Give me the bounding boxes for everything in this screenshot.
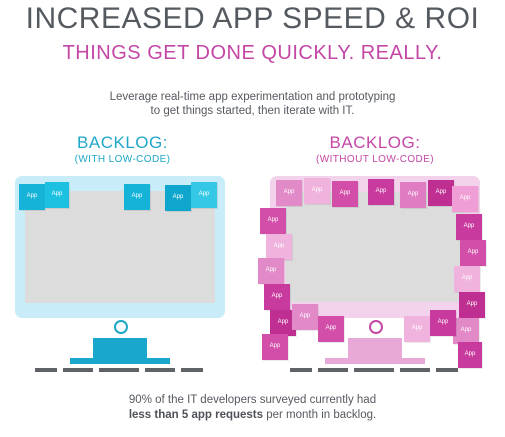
right-monitor-base (325, 358, 425, 364)
sticky-note: App (19, 184, 45, 210)
sticky-note: App (368, 179, 394, 205)
left-key (35, 368, 57, 372)
right-monitor-stand (348, 338, 402, 358)
sticky-note: App (292, 304, 318, 330)
sticky-note: App (428, 180, 454, 206)
intro-line-2: to get things started, then iterate with… (150, 105, 355, 117)
footer-line-2: less than 5 app requests per month in ba… (40, 408, 465, 423)
left-monitor-chin (15, 306, 225, 318)
sticky-note: App (165, 185, 191, 211)
right-backlog-label: BACKLOG: (329, 133, 421, 152)
left-backlog-label: BACKLOG: (77, 133, 168, 152)
right-key (354, 368, 394, 372)
sticky-note: App (456, 214, 482, 240)
sticky-note: App (262, 334, 288, 360)
intro-text: Leverage real-time app experimentation a… (60, 90, 445, 118)
left-monitor-stand (93, 338, 147, 358)
sticky-note: App (460, 240, 486, 266)
left-backlog-sublabel: (WITH LOW-CODE) (74, 154, 171, 165)
sticky-note: App (400, 182, 426, 208)
right-monitor: App App App App App App App App App App … (258, 176, 486, 376)
sticky-note: App (304, 178, 330, 204)
sticky-note: App (458, 342, 482, 368)
left-monitor: App App App App App (15, 176, 225, 376)
left-monitor-base (70, 358, 170, 364)
sticky-note: App (270, 310, 296, 336)
sticky-note: App (404, 316, 430, 342)
right-key (436, 368, 458, 372)
sticky-note: App (452, 186, 478, 212)
sticky-note: App (264, 284, 290, 310)
sticky-note: App (124, 184, 150, 210)
sticky-note: App (258, 258, 284, 284)
sticky-note: App (318, 316, 344, 342)
sticky-note: App (266, 234, 292, 260)
page-title: INCREASED APP SPEED & ROI (25, 2, 480, 35)
right-backlog-sublabel: (WITHOUT LOW-CODE) (316, 154, 434, 165)
sticky-note: App (276, 180, 302, 206)
right-key (290, 368, 312, 372)
sticky-note: App (191, 182, 217, 208)
sticky-note: App (45, 182, 69, 208)
footer-line-2-rest: per month in backlog. (263, 409, 377, 421)
sticky-note: App (459, 292, 485, 318)
sticky-note: App (332, 181, 358, 207)
sticky-note: App (430, 310, 456, 336)
footer-bold-text: less than 5 app requests (128, 409, 264, 421)
right-monitor-screen (286, 192, 464, 302)
intro-line-1: Leverage real-time app experimentation a… (109, 91, 396, 103)
sticky-note: App (260, 208, 286, 234)
left-key (63, 368, 93, 372)
right-key (318, 368, 348, 372)
page-subtitle: THINGS GET DONE QUICKLY. REALLY. (62, 42, 443, 64)
sticky-note: App (454, 266, 480, 292)
left-power-icon (114, 320, 128, 334)
footer-text: 90% of the IT developers surveyed curren… (40, 393, 465, 423)
right-power-icon (369, 320, 383, 334)
left-key (99, 368, 139, 372)
left-key (181, 368, 203, 372)
sticky-note: App (453, 318, 479, 344)
footer-line-1: 90% of the IT developers surveyed curren… (128, 394, 377, 406)
left-key (145, 368, 175, 372)
right-key (400, 368, 430, 372)
